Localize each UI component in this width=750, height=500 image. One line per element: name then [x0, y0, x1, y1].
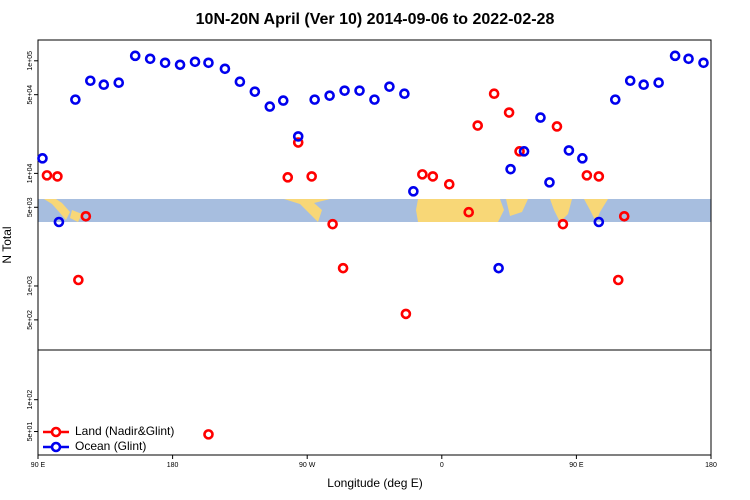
point: [306, 171, 317, 182]
point: [189, 56, 201, 68]
y-axis-label: N Total: [0, 226, 14, 263]
point: [249, 86, 261, 97]
point: [400, 308, 412, 320]
map-strip: [38, 199, 711, 222]
point: [563, 145, 575, 156]
point: [73, 274, 84, 286]
point: [264, 101, 276, 112]
point: [638, 79, 650, 91]
point: [535, 112, 546, 123]
point: [551, 121, 563, 132]
point: [618, 210, 630, 222]
x-tick-label: 180: [705, 462, 717, 469]
chart-title: 10N-20N April (Ver 10) 2014-09-06 to 202…: [196, 11, 555, 28]
point: [292, 137, 304, 148]
x-tick-label: 180: [167, 462, 179, 469]
x-tick-label: 0: [440, 462, 444, 469]
point: [85, 75, 96, 87]
y-tick-label: 1e+04: [27, 163, 34, 183]
point: [327, 218, 338, 230]
point: [292, 131, 304, 142]
point: [669, 50, 681, 62]
point: [37, 153, 48, 164]
y-tick-label: 1e+02: [27, 390, 34, 410]
point: [653, 77, 664, 88]
y-tick-label: 1e+03: [27, 276, 34, 296]
point: [354, 85, 365, 96]
point: [612, 274, 624, 286]
point: [324, 90, 335, 101]
point: [144, 53, 156, 65]
point: [593, 171, 605, 182]
point: [624, 75, 636, 87]
point: [577, 153, 588, 164]
point: [514, 146, 525, 157]
ocean-band: [38, 199, 711, 222]
point: [309, 94, 320, 105]
point: [581, 170, 593, 181]
y-tick-label: 5e+03: [27, 197, 34, 217]
y-tick-label: 1e+05: [27, 51, 34, 71]
point: [53, 216, 65, 228]
point: [52, 171, 63, 182]
x-tick-label: 90 E: [31, 462, 46, 469]
point: [219, 63, 231, 75]
point: [505, 163, 516, 175]
point: [472, 120, 483, 131]
point: [203, 429, 214, 440]
y-tick-label: 5e+02: [27, 310, 34, 330]
point: [337, 262, 349, 274]
plot-frame: [37, 39, 712, 456]
point: [70, 94, 81, 105]
legend-label: Land (Nadir&Glint): [75, 424, 174, 438]
point: [408, 186, 419, 197]
point: [369, 94, 380, 105]
point: [518, 146, 530, 157]
point: [277, 95, 289, 106]
legend-label: Ocean (Glint): [75, 439, 146, 453]
point: [174, 59, 186, 71]
point: [443, 178, 455, 190]
point: [113, 77, 125, 88]
point: [129, 50, 141, 62]
point: [427, 171, 439, 182]
land-shape: [44, 199, 82, 222]
x-tick-label: 90 W: [299, 462, 316, 469]
point: [557, 218, 569, 230]
point: [609, 94, 621, 105]
legend-swatch: [50, 441, 62, 453]
y-tick-label: 5e+01: [27, 422, 34, 442]
point: [488, 88, 500, 100]
point: [493, 262, 504, 274]
point: [282, 172, 294, 183]
point: [683, 53, 694, 65]
point: [417, 169, 428, 180]
point: [463, 206, 475, 218]
point: [698, 57, 709, 69]
y-tick-label: 5e+04: [27, 85, 34, 105]
point: [384, 81, 395, 92]
x-tick-label: 90 E: [569, 462, 584, 469]
land-shape: [284, 199, 330, 222]
legend-swatch: [50, 426, 62, 438]
point: [399, 88, 410, 100]
point: [203, 57, 214, 69]
point: [234, 76, 246, 88]
point: [80, 210, 92, 222]
point: [503, 107, 515, 118]
point: [159, 57, 171, 69]
point: [544, 177, 555, 188]
land-shape: [550, 199, 608, 222]
point: [98, 79, 110, 91]
point: [593, 216, 605, 228]
point: [339, 85, 350, 96]
x-axis-label: Longitude (deg E): [327, 476, 422, 490]
point: [41, 170, 53, 181]
